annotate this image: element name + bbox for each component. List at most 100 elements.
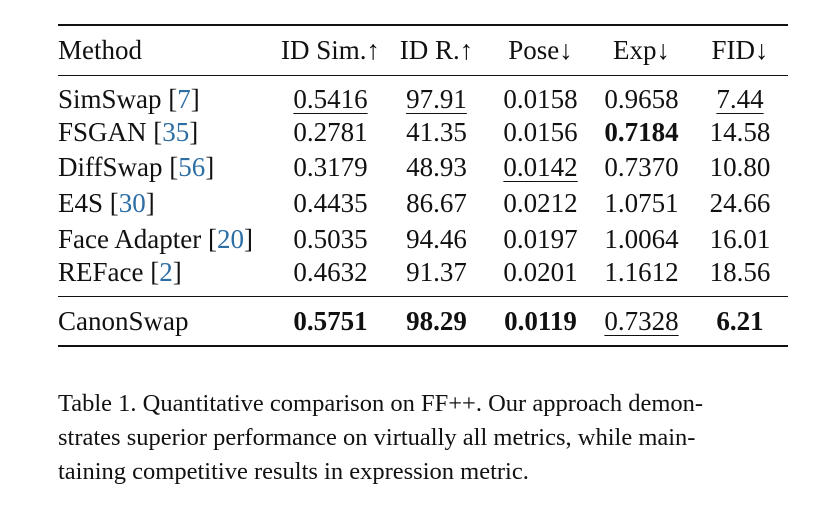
metric-cell: 0.0158: [490, 75, 591, 115]
metric-value: 91.37: [406, 256, 467, 287]
metric-cell: 1.0064: [591, 221, 692, 257]
metric-cell: 1.0751: [591, 186, 692, 222]
metric-cell: 0.3179: [278, 150, 383, 186]
method-cell: E4S [30]: [58, 187, 155, 218]
column-header-fid: FID↓: [692, 25, 788, 76]
column-header-id-r: ID R.↑: [383, 25, 490, 76]
column-header-id-sim: ID Sim.↑: [278, 25, 383, 76]
metric-cell: 7.44: [692, 75, 788, 115]
metric-value: 0.2781: [293, 116, 368, 147]
table-row: E4S [30] 0.4435 86.67 0.0212 1.0751 24.66: [58, 186, 788, 222]
metric-value: 0.0212: [503, 187, 578, 218]
metric-cell: 0.7184: [591, 115, 692, 151]
metric-value: 14.58: [709, 116, 771, 147]
metric-value: 0.7370: [604, 152, 679, 183]
metric-value: 1.0751: [604, 187, 679, 218]
metric-cell: 0.5751: [278, 296, 383, 348]
metric-value: 0.3179: [293, 152, 368, 183]
metric-value: 98.29: [406, 305, 467, 336]
metric-value: 94.46: [406, 223, 467, 254]
method-name: E4S: [58, 187, 104, 218]
metric-cell: 18.56: [692, 256, 788, 297]
method-cell: REFace [2]: [58, 256, 278, 297]
metric-cell: 0.0119: [490, 296, 591, 348]
method-name: REFace: [58, 256, 144, 287]
table-body: SimSwap [7] 0.5416 97.91 0.0158 0.9658 7.44 FS…: [58, 75, 788, 297]
method-name: SimSwap: [58, 83, 162, 114]
metric-cell: 0.7328: [591, 296, 692, 348]
metric-cell: 0.2781: [278, 115, 383, 151]
metric-value: 6.21: [716, 305, 764, 336]
results-table-container: Method ID Sim.↑ ID R.↑ Pose↓ Exp↓ FID↓ S…: [58, 24, 788, 348]
metric-value: 41.35: [406, 116, 467, 147]
citation-link[interactable]: 56: [178, 152, 206, 183]
method-cell: SimSwap [7]: [58, 83, 200, 114]
metric-cell: 41.35: [383, 115, 490, 151]
column-header-exp: Exp↓: [591, 25, 692, 76]
method-name: Face Adapter: [58, 223, 202, 254]
column-header-pose: Pose↓: [490, 25, 591, 76]
table-row: REFace [2] 0.4632 91.37 0.0201 1.1612 18.56: [58, 256, 788, 297]
metric-cell: 91.37: [383, 256, 490, 297]
metric-value: 0.0142: [503, 152, 578, 183]
metric-cell: 10.80: [692, 150, 788, 186]
metric-cell: 0.7370: [591, 150, 692, 186]
table-caption: Table 1. Quantitative comparison on FF++…: [58, 387, 778, 489]
metric-cell: 0.0142: [490, 150, 591, 186]
metric-value: 16.01: [709, 223, 771, 254]
metric-value: 7.44: [716, 83, 764, 114]
metric-cell: 0.0197: [490, 221, 591, 257]
table-row: Face Adapter [20] 0.5035 94.46 0.0197 1.0064…: [58, 221, 788, 257]
metric-cell: 98.29: [383, 296, 490, 348]
metric-value: 0.4435: [293, 187, 368, 218]
metric-cell: 97.91: [383, 75, 490, 115]
metric-cell: 16.01: [692, 221, 788, 257]
metric-value: 1.0064: [604, 223, 679, 254]
metric-value: 0.0201: [503, 256, 578, 287]
metric-value: 10.80: [709, 152, 771, 183]
metric-cell: 86.67: [383, 186, 490, 222]
metric-value: 0.7328: [604, 305, 679, 336]
citation-link[interactable]: 2: [159, 256, 173, 287]
metric-value: 0.5416: [293, 83, 368, 114]
metric-cell: 0.4632: [278, 256, 383, 297]
metric-cell: 0.5035: [278, 221, 383, 257]
column-header-method: Method: [58, 25, 278, 76]
table-row: DiffSwap [56] 0.3179 48.93 0.0142 0.7370 10.8…: [58, 150, 788, 186]
metric-value: 86.67: [406, 187, 467, 218]
method-cell: CanonSwap: [58, 296, 278, 348]
metric-cell: 0.0201: [490, 256, 591, 297]
citation-link[interactable]: 35: [162, 116, 190, 147]
metric-value: 0.0197: [503, 223, 578, 254]
method-cell: FSGAN [35]: [58, 116, 199, 147]
metric-cell: 0.0156: [490, 115, 591, 151]
metric-value: 0.9658: [604, 83, 679, 114]
metric-cell: 0.4435: [278, 186, 383, 222]
metric-cell: 24.66: [692, 186, 788, 222]
table-row-ours: CanonSwap 0.5751 98.29 0.0119 0.7328 6.21: [58, 296, 788, 348]
metric-cell: 0.0212: [490, 186, 591, 222]
caption-line: Table 1. Quantitative comparison on FF++…: [58, 390, 704, 417]
table-body-ours: CanonSwap 0.5751 98.29 0.0119 0.7328 6.21: [58, 296, 788, 348]
method-name: FSGAN: [58, 116, 147, 147]
method-name: CanonSwap: [58, 305, 189, 336]
metric-value: 0.4632: [293, 256, 368, 287]
results-table: Method ID Sim.↑ ID R.↑ Pose↓ Exp↓ FID↓ S…: [58, 24, 788, 348]
metric-cell: 0.5416: [278, 75, 383, 115]
method-name: DiffSwap: [58, 152, 163, 183]
caption-line: strates superior performance on virtuall…: [58, 424, 696, 451]
metric-value: 18.56: [709, 256, 771, 287]
table-row: SimSwap [7] 0.5416 97.91 0.0158 0.9658 7.44: [58, 75, 788, 115]
metric-value: 0.0158: [503, 83, 578, 114]
metric-value: 0.5751: [293, 305, 368, 336]
metric-value: 24.66: [709, 187, 771, 218]
metric-cell: 14.58: [692, 115, 788, 151]
metric-value: 0.0156: [503, 116, 578, 147]
citation-link[interactable]: 30: [118, 187, 146, 218]
metric-cell: 1.1612: [591, 256, 692, 297]
metric-value: 48.93: [406, 152, 467, 183]
citation-link[interactable]: 20: [216, 223, 244, 254]
caption-line: taining competitive results in expressio…: [58, 458, 529, 485]
citation-link[interactable]: 7: [177, 83, 191, 114]
metric-cell: 94.46: [383, 221, 490, 257]
